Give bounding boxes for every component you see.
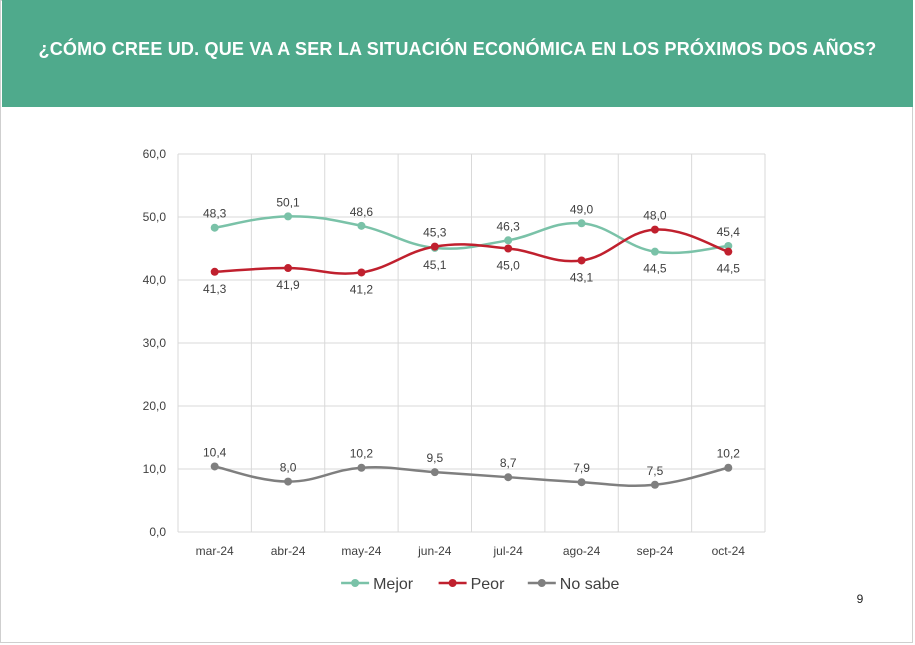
data-label-mejor: 49,0 bbox=[570, 202, 594, 216]
data-point-mejor bbox=[577, 219, 586, 228]
data-label-no-sabe: 10,2 bbox=[350, 447, 374, 461]
data-point-mejor bbox=[357, 221, 366, 230]
data-label-no-sabe: 10,4 bbox=[203, 445, 227, 459]
x-tick-label: oct-24 bbox=[712, 544, 746, 558]
data-point-mejor bbox=[650, 247, 659, 256]
data-label-mejor: 45,4 bbox=[717, 225, 741, 239]
y-tick-label: 50,0 bbox=[143, 210, 167, 224]
x-tick-label: mar-24 bbox=[196, 544, 234, 558]
data-label-no-sabe: 8,7 bbox=[500, 456, 517, 470]
series-line-mejor bbox=[214, 215, 729, 255]
y-tick-label: 60,0 bbox=[143, 147, 167, 161]
data-label-peor: 44,5 bbox=[717, 262, 741, 276]
legend-marker-peor bbox=[448, 579, 457, 587]
data-label-no-sabe: 7,9 bbox=[573, 461, 590, 475]
data-point-peor bbox=[724, 247, 733, 256]
y-tick-label: 0,0 bbox=[149, 525, 166, 539]
data-point-no-sabe bbox=[504, 473, 513, 482]
data-point-no-sabe bbox=[210, 462, 219, 471]
data-label-no-sabe: 8,0 bbox=[280, 461, 297, 475]
data-point-no-sabe bbox=[577, 478, 586, 487]
data-label-peor: 41,3 bbox=[203, 282, 227, 296]
legend-marker-mejor bbox=[351, 579, 360, 587]
y-tick-label: 40,0 bbox=[143, 273, 167, 287]
legend-marker-no-sabe bbox=[537, 579, 546, 587]
series-line-peor bbox=[214, 228, 729, 275]
legend-label-no-sabe: No sabe bbox=[560, 576, 620, 593]
data-label-no-sabe: 7,5 bbox=[647, 464, 664, 478]
data-label-peor: 41,9 bbox=[276, 278, 300, 292]
y-tick-label: 20,0 bbox=[143, 399, 167, 413]
data-point-no-sabe bbox=[430, 468, 439, 477]
data-label-peor: 45,0 bbox=[497, 259, 521, 273]
legend-label-peor: Peor bbox=[471, 576, 505, 593]
y-tick-label: 10,0 bbox=[143, 462, 167, 476]
data-point-no-sabe bbox=[724, 463, 733, 472]
data-point-peor bbox=[577, 256, 586, 265]
data-label-mejor: 48,3 bbox=[203, 207, 227, 221]
data-label-peor: 43,1 bbox=[570, 270, 594, 284]
legend-label-mejor: Mejor bbox=[373, 576, 414, 593]
data-point-mejor bbox=[284, 212, 293, 221]
data-point-peor bbox=[357, 268, 366, 277]
x-tick-label: jun-24 bbox=[417, 544, 452, 558]
data-point-mejor bbox=[210, 223, 219, 232]
data-point-mejor bbox=[724, 241, 733, 250]
data-label-mejor: 48,6 bbox=[350, 205, 374, 219]
series-line-no-sabe bbox=[214, 465, 729, 488]
data-label-peor: 41,2 bbox=[350, 282, 374, 296]
data-point-no-sabe bbox=[284, 477, 293, 486]
data-label-mejor: 46,3 bbox=[497, 219, 521, 233]
data-point-no-sabe bbox=[357, 463, 366, 472]
x-tick-label: abr-24 bbox=[271, 544, 306, 558]
data-point-peor bbox=[430, 242, 439, 251]
data-point-mejor bbox=[504, 236, 513, 245]
data-point-peor bbox=[284, 264, 293, 273]
data-label-no-sabe: 10,2 bbox=[717, 447, 741, 461]
x-tick-label: ago-24 bbox=[563, 544, 601, 558]
data-label-no-sabe: 9,5 bbox=[426, 451, 443, 465]
x-tick-label: may-24 bbox=[341, 544, 381, 558]
page-number: 9 bbox=[856, 592, 864, 606]
slide-title: ¿CÓMO CREE UD. QUE VA A SER LA SITUACIÓN… bbox=[38, 39, 877, 59]
x-tick-label: sep-24 bbox=[637, 544, 674, 558]
data-point-peor bbox=[210, 267, 219, 276]
data-label-peor: 45,3 bbox=[423, 226, 447, 240]
y-tick-label: 30,0 bbox=[143, 336, 167, 350]
data-label-mejor: 50,1 bbox=[276, 195, 300, 209]
data-point-no-sabe bbox=[650, 480, 659, 489]
data-label-mejor: 44,5 bbox=[643, 262, 667, 276]
data-point-peor bbox=[650, 225, 659, 234]
data-point-peor bbox=[504, 244, 513, 253]
data-label-peor: 48,0 bbox=[643, 209, 667, 223]
x-tick-label: jul-24 bbox=[493, 544, 524, 558]
data-label-mejor: 45,1 bbox=[423, 258, 447, 272]
header-band: ¿CÓMO CREE UD. QUE VA A SER LA SITUACIÓN… bbox=[2, 0, 913, 107]
